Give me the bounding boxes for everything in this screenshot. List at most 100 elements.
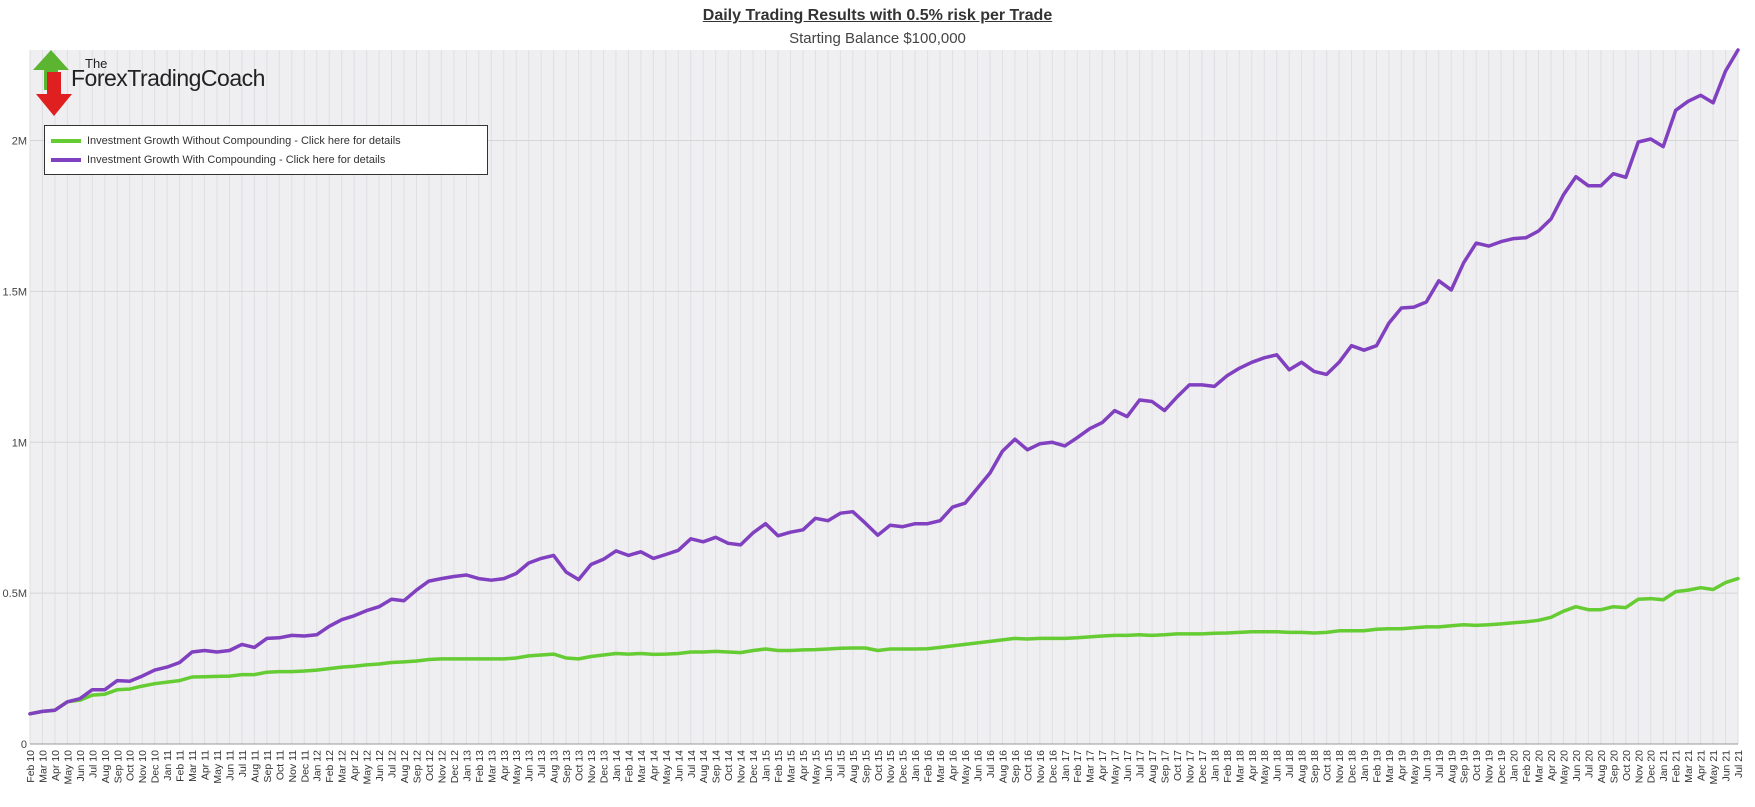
x-tick-label: Oct 18	[1322, 750, 1334, 781]
x-tick-label: Nov 14	[736, 750, 748, 783]
x-tick-label: Feb 17	[1072, 750, 1084, 783]
x-tick-label: Jun 14	[673, 750, 685, 782]
x-tick-label: Jun 12	[374, 750, 386, 782]
x-tick-label: Feb 19	[1371, 750, 1383, 783]
x-tick-label: Oct 16	[1022, 750, 1034, 781]
y-tick-label: 1.5M	[3, 286, 27, 298]
x-tick-label: Sep 17	[1160, 750, 1172, 783]
x-tick-label: Oct 20	[1621, 750, 1633, 781]
x-tick-label: Aug 17	[1147, 750, 1159, 783]
x-tick-label: Feb 13	[474, 750, 486, 783]
x-tick-label: Feb 16	[923, 750, 935, 783]
x-tick-label: Dec 17	[1197, 750, 1209, 783]
x-tick-label: Jun 20	[1571, 750, 1583, 782]
x-tick-label: Jul 17	[1135, 750, 1147, 778]
x-tick-label: Jan 18	[1209, 750, 1221, 782]
x-tick-label: Jan 14	[611, 750, 623, 782]
x-tick-label: Jan 11	[162, 750, 174, 781]
series-line-compounding	[28, 48, 1740, 716]
legend-item-no-compounding[interactable]: Investment Growth Without Compounding - …	[51, 132, 401, 150]
x-tick-label: Nov 19	[1484, 750, 1496, 783]
x-tick-label: Feb 10	[25, 750, 37, 783]
x-tick-label: Mar 20	[1534, 750, 1546, 783]
x-tick-label: May 18	[1259, 750, 1271, 785]
x-tick-label: Jul 20	[1583, 750, 1595, 778]
x-tick-label: Sep 10	[112, 750, 124, 783]
x-tick-label: Sep 18	[1309, 750, 1321, 783]
x-tick-label: May 15	[810, 750, 822, 785]
x-tick-label: Jan 12	[312, 750, 324, 782]
x-tick-label: May 13	[511, 750, 523, 785]
x-tick-label: Mar 17	[1085, 750, 1097, 783]
x-tick-label: Dec 12	[449, 750, 461, 783]
x-tick-label: Dec 15	[898, 750, 910, 783]
x-tick-label: May 11	[212, 750, 224, 784]
x-tick-label: Sep 16	[1010, 750, 1022, 783]
legend-swatch-compounding	[51, 158, 81, 162]
x-tick-label: May 10	[62, 750, 74, 785]
x-tick-label: Nov 11	[287, 750, 299, 783]
x-tick-label: Feb 20	[1521, 750, 1533, 783]
x-tick-label: Mar 10	[37, 750, 49, 783]
logo: The ForexTradingCoach	[33, 50, 293, 120]
x-tick-label: Jul 10	[87, 750, 99, 778]
x-tick-label: Apr 15	[798, 750, 810, 781]
x-tick-label: Nov 12	[436, 750, 448, 783]
x-tick-label: Jun 10	[75, 750, 87, 782]
x-tick-label: Oct 10	[125, 750, 137, 781]
x-tick-label: Mar 11	[187, 750, 199, 782]
x-tick-label: Apr 20	[1546, 750, 1558, 781]
x-tick-label: Oct 12	[424, 750, 436, 781]
x-tick-label: Jan 17	[1060, 750, 1072, 782]
x-tick-label: Dec 20	[1646, 750, 1658, 783]
x-tick-label: Jun 21	[1721, 750, 1733, 782]
x-tick-label: Sep 15	[860, 750, 872, 783]
x-tick-label: Aug 13	[549, 750, 561, 783]
x-tick-label: Oct 17	[1172, 750, 1184, 781]
x-tick-label: Mar 15	[785, 750, 797, 783]
x-tick-label: Sep 11	[262, 750, 274, 783]
x-tick-label: Aug 18	[1297, 750, 1309, 783]
x-tick-label: Sep 12	[411, 750, 423, 783]
x-tick-label: Aug 10	[100, 750, 112, 783]
x-tick-label: Nov 16	[1035, 750, 1047, 783]
x-tick-label: Jun 19	[1421, 750, 1433, 782]
x-tick-label: Feb 14	[623, 750, 635, 783]
x-tick-label: May 21	[1708, 750, 1720, 785]
x-tick-label: Apr 13	[499, 750, 511, 781]
logo-top-text: The	[85, 56, 108, 71]
x-tick-label: Sep 19	[1459, 750, 1471, 783]
x-tick-label: Jun 18	[1272, 750, 1284, 782]
x-tick-label: Nov 20	[1633, 750, 1645, 783]
y-tick-label: 1M	[12, 437, 27, 449]
x-tick-label: Apr 14	[648, 750, 660, 781]
x-tick-label: Apr 21	[1696, 750, 1708, 781]
x-tick-label: Sep 13	[561, 750, 573, 783]
legend-label-no-compounding: Investment Growth Without Compounding - …	[87, 135, 401, 147]
x-tick-label: Jul 19	[1434, 750, 1446, 778]
x-tick-label: May 20	[1558, 750, 1570, 785]
x-tick-label: Mar 18	[1234, 750, 1246, 783]
x-tick-label: Oct 14	[723, 750, 735, 781]
legend-item-compounding[interactable]: Investment Growth With Compounding - Cli…	[51, 151, 385, 169]
y-tick-label: 2M	[12, 136, 27, 148]
x-tick-label: Dec 18	[1347, 750, 1359, 783]
x-tick-label: Jul 18	[1284, 750, 1296, 778]
legend-swatch-no-compounding	[51, 139, 81, 143]
x-tick-label: Apr 19	[1396, 750, 1408, 781]
x-tick-label: Jul 14	[686, 750, 698, 778]
x-tick-label: Nov 15	[885, 750, 897, 783]
x-tick-label: Jan 15	[761, 750, 773, 782]
x-tick-label: Oct 11	[274, 750, 286, 780]
x-tick-label: Apr 11	[200, 750, 212, 780]
x-tick-label: Jan 19	[1359, 750, 1371, 782]
x-tick-label: May 17	[1110, 750, 1122, 785]
x-tick-label: Apr 10	[50, 750, 62, 781]
x-tick-label: Apr 18	[1247, 750, 1259, 781]
x-tick-label: Mar 16	[935, 750, 947, 783]
x-tick-label: Jun 17	[1122, 750, 1134, 782]
x-tick-label: Dec 11	[299, 750, 311, 783]
x-tick-label: Jul 13	[536, 750, 548, 778]
x-tick-label: May 12	[362, 750, 374, 785]
x-tick-label: Jun 11	[224, 750, 236, 781]
